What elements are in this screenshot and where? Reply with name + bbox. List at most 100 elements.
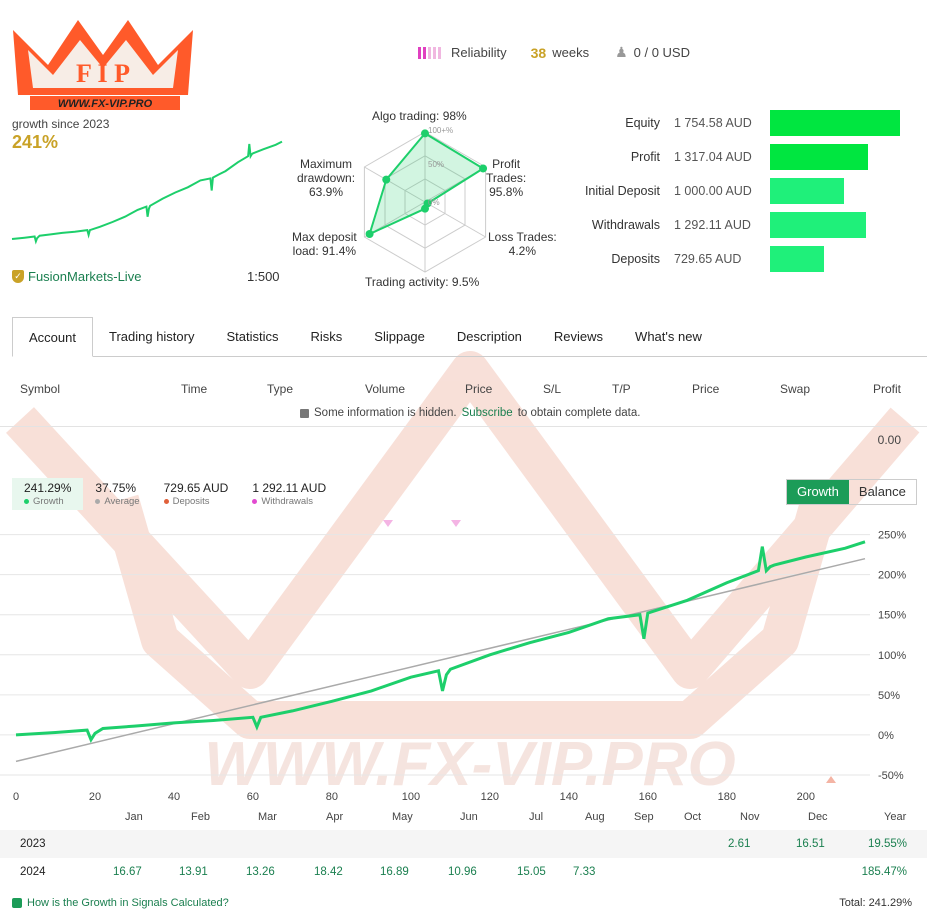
radar-label-algo: Algo trading: 98% (372, 109, 467, 123)
legend-value: 729.65 AUD (163, 481, 229, 495)
x-tick-label: 180 (718, 791, 736, 803)
tab-description[interactable]: Description (456, 329, 522, 344)
month-value: 16.51 (796, 838, 825, 850)
legend-dot-icon (163, 499, 169, 504)
balance-row: Deposits 729.65 AUD (570, 246, 824, 272)
month-value: 13.26 (246, 866, 275, 878)
tab-trading-history[interactable]: Trading history (108, 329, 195, 344)
subscribers-icon: ♟ (615, 44, 628, 60)
balance-row: Profit 1 317.04 AUD (570, 144, 868, 170)
x-tick-label: 200 (797, 791, 815, 803)
month-value: 15.05 (517, 866, 546, 878)
legend-label: Growth (33, 496, 64, 507)
x-tick-label: 60 (247, 791, 259, 803)
mini-growth-line (11, 140, 283, 245)
column-header: Volume (365, 382, 406, 396)
legend-value: 1 292.11 AUD (252, 481, 327, 495)
legend-item[interactable]: 1 292.11 AUD Withdrawals (240, 478, 338, 510)
month-label: May (392, 811, 413, 823)
y-tick-label: 200% (878, 570, 906, 582)
subscribe-link[interactable]: Subscribe (461, 407, 513, 419)
balance-value: 729.65 AUD (674, 252, 742, 266)
balance-value: 1 754.58 AUD (674, 116, 752, 130)
year-label: 2024 (20, 866, 46, 878)
balance-label: Equity (625, 116, 660, 130)
month-label: Dec (808, 811, 828, 823)
balance-label: Withdrawals (591, 218, 660, 232)
month-value: 10.96 (448, 866, 477, 878)
growth-toggle-button[interactable]: Growth (787, 480, 849, 504)
month-value: 16.67 (113, 866, 142, 878)
chart-mode-toggle: Growth Balance (786, 479, 917, 505)
tab-slippage[interactable]: Slippage (374, 329, 425, 344)
month-label: Sep (634, 811, 654, 823)
radar-scale-50: 50% (428, 160, 444, 169)
svg-text:F I P: F I P (76, 59, 130, 88)
reliability-label: Reliability (451, 45, 507, 60)
radar-points (365, 129, 488, 238)
balance-label: Profit (630, 150, 660, 164)
legend-item[interactable]: 37.75% Average (83, 478, 151, 510)
column-header: Symbol (20, 382, 61, 396)
radar-label-deposit-load: Max deposit load: 91.4% (292, 230, 357, 258)
legend-item[interactable]: 729.65 AUD Deposits (152, 478, 241, 510)
withdrawal-marker (383, 520, 393, 527)
radar-point (421, 129, 429, 138)
legend-sub: Withdrawals (252, 496, 326, 507)
column-header: Type (267, 382, 294, 396)
balance-row: Initial Deposit 1 000.00 AUD (570, 178, 844, 204)
column-header: Price (692, 382, 720, 396)
legend-value: 241.29% (24, 481, 72, 495)
tab-account[interactable]: Account (12, 317, 93, 357)
balance-bar (770, 246, 824, 272)
svg-text:WWW.FX-VIP.PRO: WWW.FX-VIP.PRO (58, 98, 153, 110)
total-growth: Total: 241.29% (839, 897, 912, 909)
tab-statistics[interactable]: Statistics (226, 329, 279, 344)
x-tick-label: 20 (89, 791, 101, 803)
radar-axis (364, 166, 426, 203)
chart-legend: 241.29% Growth 37.75% Average 729.65 AUD Depo… (12, 478, 338, 510)
column-header: Price (465, 382, 493, 396)
balance-label: Initial Deposit (584, 184, 660, 198)
series-line-average (15, 557, 866, 763)
x-tick-label: 0 (13, 791, 19, 803)
balance-value: 1 292.11 AUD (674, 218, 751, 232)
month-value: 7.33 (573, 866, 596, 878)
hidden-info-notice: Some information is hidden. Subscribe to… (300, 407, 640, 419)
growth-calculation-link[interactable]: How is the Growth in Signals Calculated? (12, 897, 912, 909)
subscribers-value: 0 / 0 USD (633, 45, 690, 60)
tab-what-s-new[interactable]: What's new (635, 329, 702, 344)
radar-label-profit: Profit Trades: 95.8% (486, 157, 527, 199)
question-icon (12, 898, 22, 908)
year-total: 185.47% (861, 866, 907, 878)
y-tick-label: 50% (878, 690, 900, 702)
tab-risks[interactable]: Risks (310, 329, 343, 344)
x-tick-label: 100 (402, 791, 420, 803)
radar-chart: 100+% 50% 0% Algo trading: 98% Profit Tra… (290, 105, 560, 295)
legend-sub: Average (95, 496, 140, 507)
mini-growth-chart (11, 140, 283, 245)
month-label: Nov (740, 811, 760, 823)
x-tick-label: 120 (481, 791, 499, 803)
balance-bar (770, 212, 866, 238)
y-tick-label: 250% (878, 530, 906, 542)
balance-value: 1 000.00 AUD (674, 184, 752, 198)
radar-polygon (367, 132, 486, 236)
tab-reviews[interactable]: Reviews (553, 329, 604, 344)
month-value: 2.61 (728, 838, 751, 850)
column-header: S/L (543, 382, 562, 396)
month-label: Jan (125, 811, 143, 823)
legend-item[interactable]: 241.29% Growth (12, 478, 84, 510)
year-row: 2024 16.67 13.91 13.26 18.42 16.89 10.96 15.05 7… (0, 858, 927, 886)
growth-percent: 241% (12, 132, 59, 152)
year-label: 2023 (20, 838, 46, 850)
broker-link[interactable]: ✓ FusionMarkets-Live (12, 269, 141, 284)
legend-label: Withdrawals (261, 496, 314, 507)
legend-label: Deposits (172, 496, 210, 507)
shield-icon: ✓ (12, 270, 24, 283)
balance-toggle-button[interactable]: Balance (858, 484, 906, 499)
radar-label-loss: Loss Trades: 4.2% (488, 230, 557, 258)
month-label: Feb (191, 811, 210, 823)
y-tick-label: -50% (878, 770, 904, 782)
legend-value: 37.75% (95, 481, 137, 495)
